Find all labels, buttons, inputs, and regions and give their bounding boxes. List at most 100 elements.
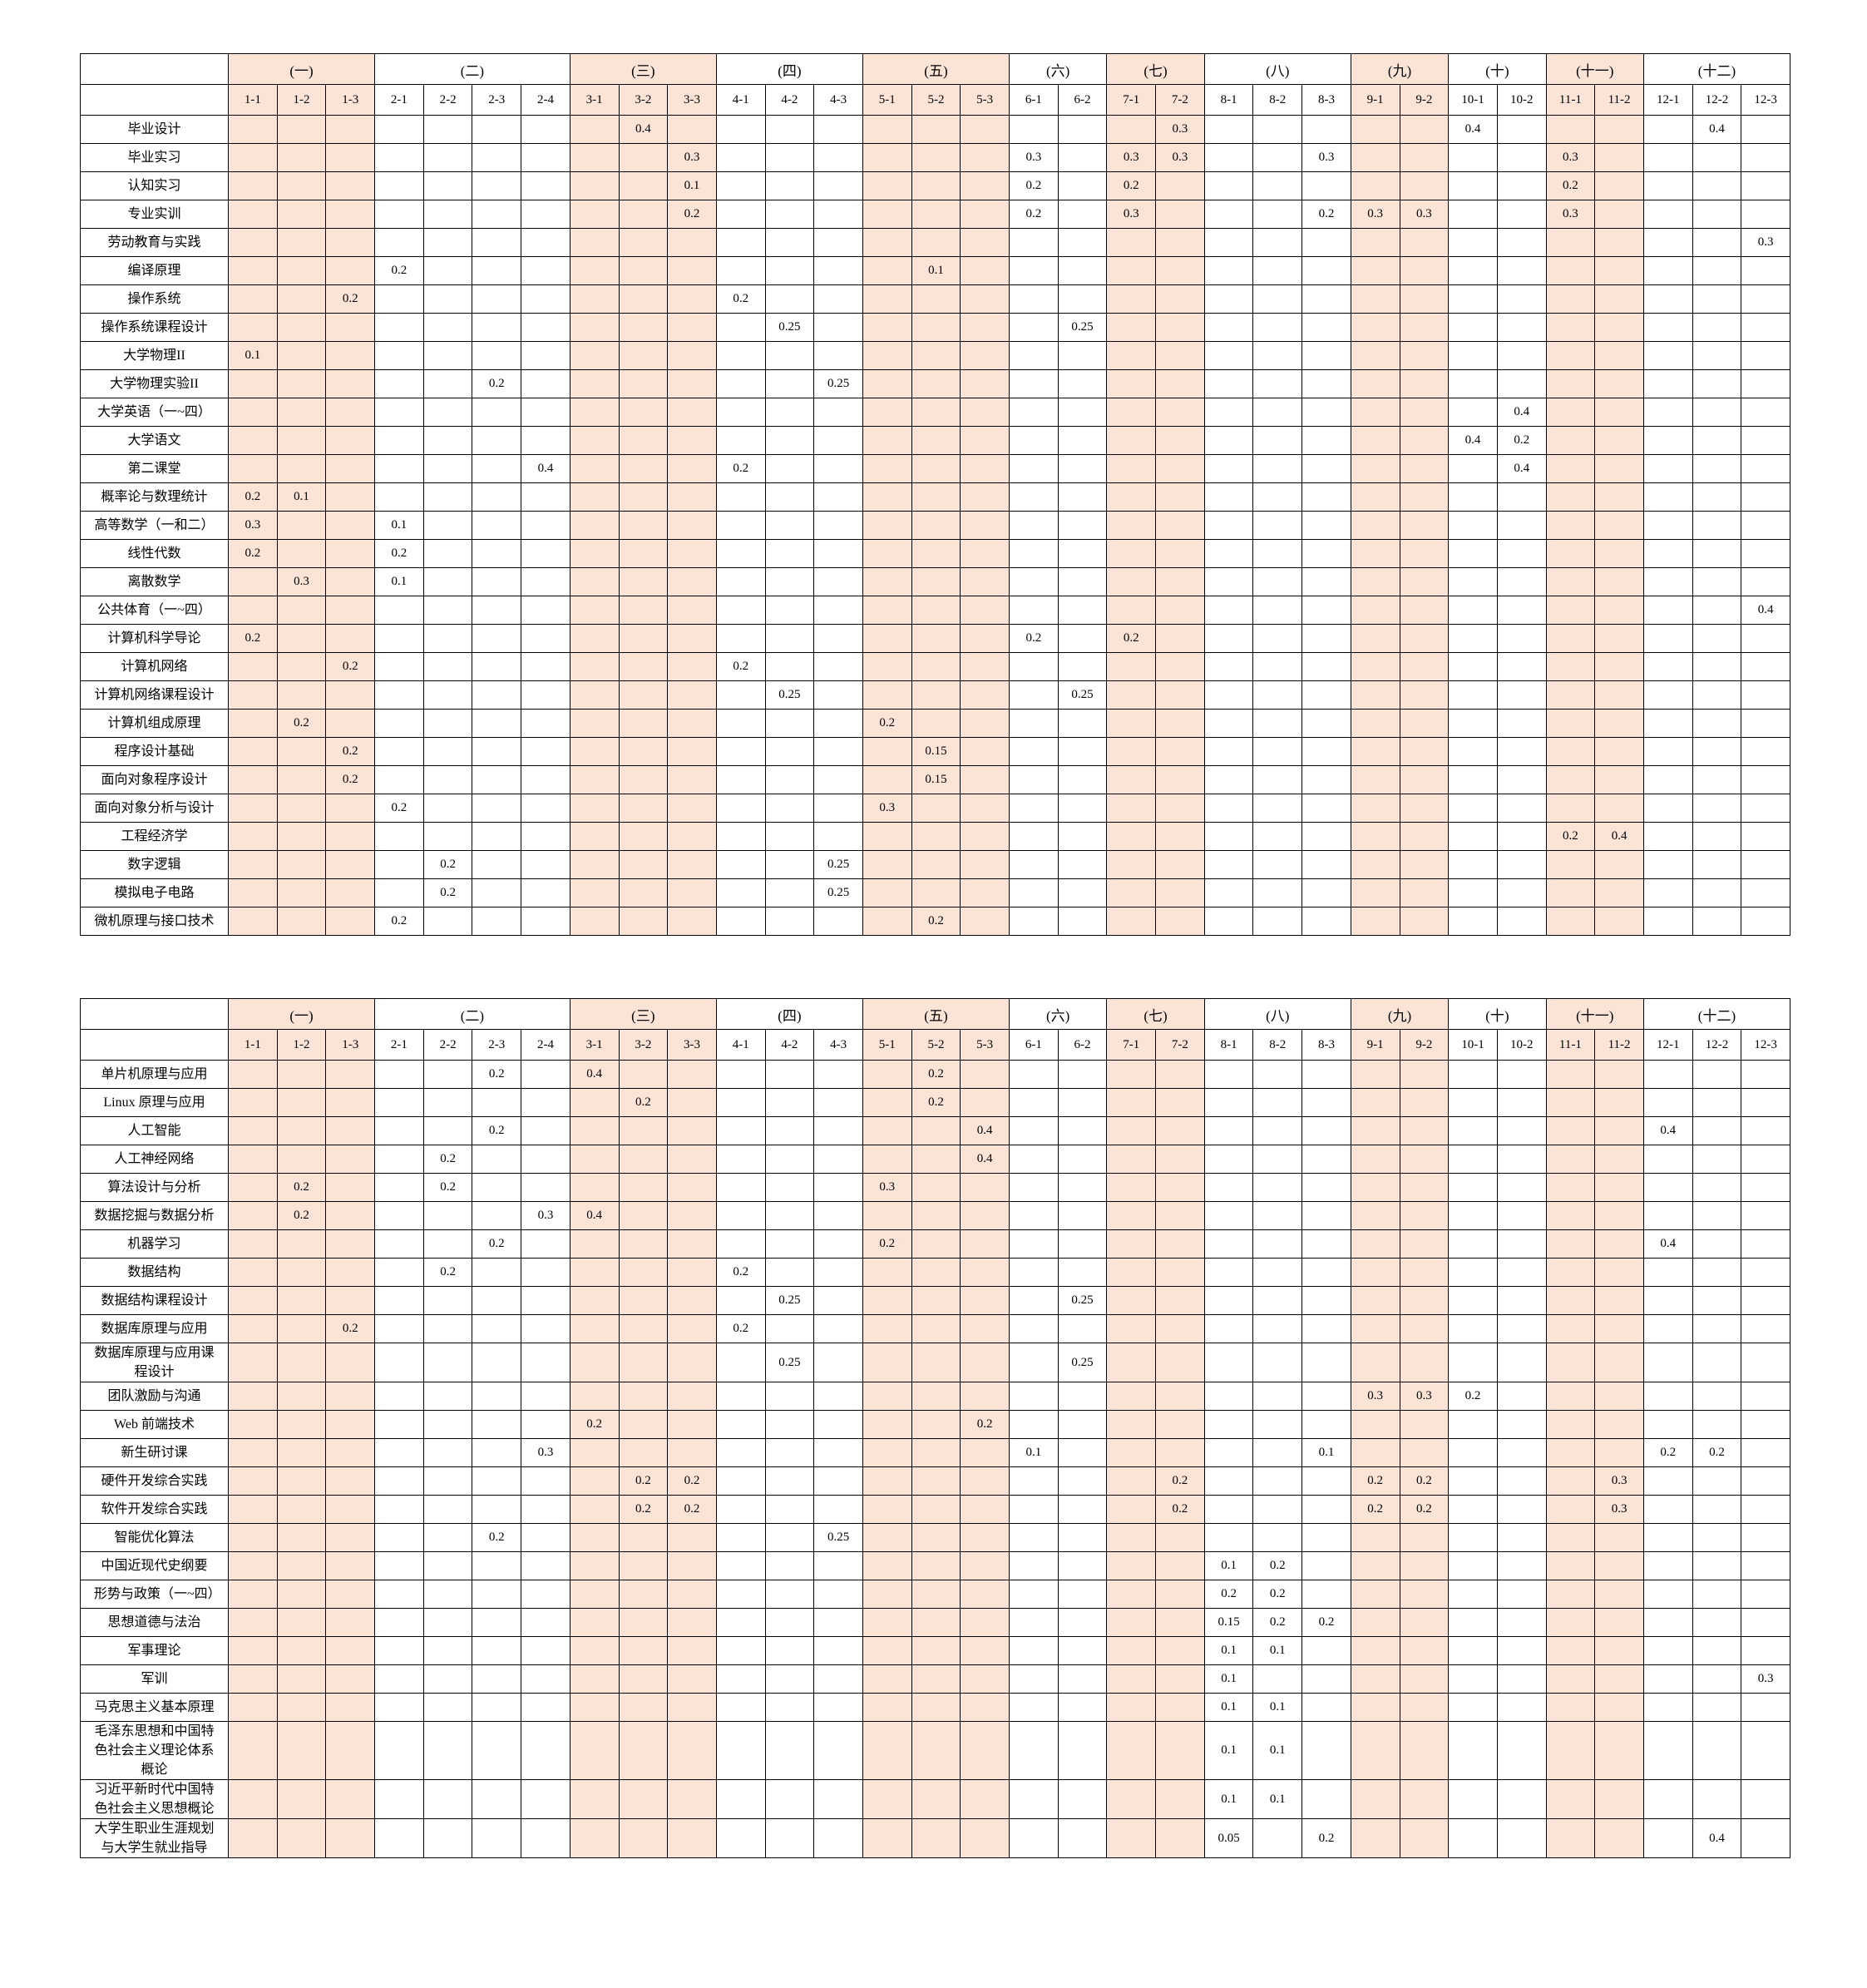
subcolumn-header: 12-3: [1741, 1029, 1790, 1061]
value-cell: [667, 1721, 717, 1780]
value-cell: [715, 369, 766, 398]
value-cell: [325, 143, 376, 172]
value-cell: [1448, 454, 1498, 483]
value-cell: [1496, 1721, 1547, 1780]
value-cell: [1350, 1779, 1400, 1819]
subcolumn-header: 12-1: [1642, 84, 1693, 116]
value-cell: [1399, 539, 1450, 568]
value-cell: [1350, 1410, 1400, 1439]
value-cell: [521, 171, 570, 200]
value-cell: [618, 1636, 669, 1665]
value-cell: [1545, 907, 1596, 936]
value-cell: [521, 1343, 570, 1382]
value-cell: [813, 313, 863, 342]
value-cell: [618, 1145, 669, 1174]
value-cell: [1741, 539, 1790, 568]
value-cell: [1692, 1343, 1742, 1382]
value-cell: [715, 794, 766, 823]
subcolumn-header: 6-2: [1057, 84, 1108, 116]
value-cell: [1399, 398, 1450, 427]
value-cell: [1545, 313, 1596, 342]
value-cell: [374, 1779, 424, 1819]
value-cell: [1642, 822, 1693, 851]
value-cell: [1252, 652, 1303, 681]
value-cell: [960, 765, 1010, 794]
value-cell: [618, 1779, 669, 1819]
value-cell: [1692, 567, 1742, 596]
table-row: 认知实习 0.1 0.2 0.2 0.2: [80, 171, 1790, 200]
value-cell: [1594, 567, 1644, 596]
value-cell: [374, 765, 424, 794]
subcolumn-header: 3-3: [667, 84, 717, 116]
value-cell: [325, 1636, 376, 1665]
value-cell: [325, 200, 376, 229]
value-cell: [1448, 1818, 1498, 1858]
value-cell: [1106, 1410, 1157, 1439]
course-name: 工程经济学: [80, 822, 229, 851]
value-cell: [1692, 1779, 1742, 1819]
value-cell: [569, 794, 620, 823]
value-cell: [1252, 426, 1303, 455]
value-cell: [569, 1382, 620, 1411]
value-cell: [569, 115, 620, 144]
value-cell: [1155, 1551, 1205, 1580]
subcolumn-header: 12-2: [1692, 1029, 1742, 1061]
value-cell: [1106, 1818, 1157, 1858]
value-cell: 0.15: [911, 765, 961, 794]
table-row: 大学生职业生涯规划与大学生就业指导 0.05 0.2 0.4: [80, 1818, 1790, 1858]
value-cell: [1009, 1580, 1059, 1609]
value-cell: [472, 1721, 522, 1780]
value-cell: [521, 1779, 570, 1819]
value-cell: [862, 1116, 912, 1145]
value-cell: [1106, 567, 1157, 596]
value-cell: [1057, 1060, 1108, 1089]
value-cell: [1741, 1608, 1790, 1637]
value-cell: [1448, 143, 1498, 172]
value-cell: [1155, 398, 1205, 427]
value-cell: [228, 284, 278, 314]
value-cell: [521, 1258, 570, 1287]
value-cell: [1203, 228, 1254, 257]
value-cell: [1496, 1580, 1547, 1609]
table-row: 毕业设计 0.4 0.3 0.4 0.4: [80, 115, 1790, 144]
subcolumn-header: 3-1: [569, 84, 620, 116]
value-cell: 0.4: [618, 115, 669, 144]
value-cell: [1252, 341, 1303, 370]
value-cell: [1496, 284, 1547, 314]
value-cell: [1203, 482, 1254, 512]
course-name: 人工神经网络: [80, 1145, 229, 1174]
value-cell: [228, 1060, 278, 1089]
value-cell: [715, 850, 766, 879]
value-cell: [422, 1382, 473, 1411]
value-cell: [1155, 567, 1205, 596]
value-cell: [1399, 850, 1450, 879]
corner-cell: [80, 53, 229, 85]
value-cell: [1448, 313, 1498, 342]
value-cell: [1106, 652, 1157, 681]
value-cell: [1106, 1173, 1157, 1202]
value-cell: [276, 1343, 327, 1382]
value-cell: [764, 1314, 815, 1343]
table-row: 概率论与数理统计 0.2 0.1: [80, 482, 1790, 512]
value-cell: [960, 907, 1010, 936]
value-cell: [521, 341, 570, 370]
value-cell: [1448, 398, 1498, 427]
value-cell: [276, 1145, 327, 1174]
value-cell: [911, 1664, 961, 1694]
value-cell: [862, 1382, 912, 1411]
value-cell: [521, 1818, 570, 1858]
value-cell: [1009, 1664, 1059, 1694]
value-cell: 0.25: [764, 1286, 815, 1315]
value-cell: [1350, 171, 1400, 200]
value-cell: [1594, 1779, 1644, 1819]
value-cell: [715, 1088, 766, 1117]
value-cell: [569, 200, 620, 229]
value-cell: [1642, 567, 1693, 596]
value-cell: [1009, 1314, 1059, 1343]
value-cell: [813, 284, 863, 314]
value-cell: [1594, 1258, 1644, 1287]
value-cell: [1741, 1060, 1790, 1089]
value-cell: [911, 794, 961, 823]
course-name: 线性代数: [80, 539, 229, 568]
value-cell: [1741, 822, 1790, 851]
